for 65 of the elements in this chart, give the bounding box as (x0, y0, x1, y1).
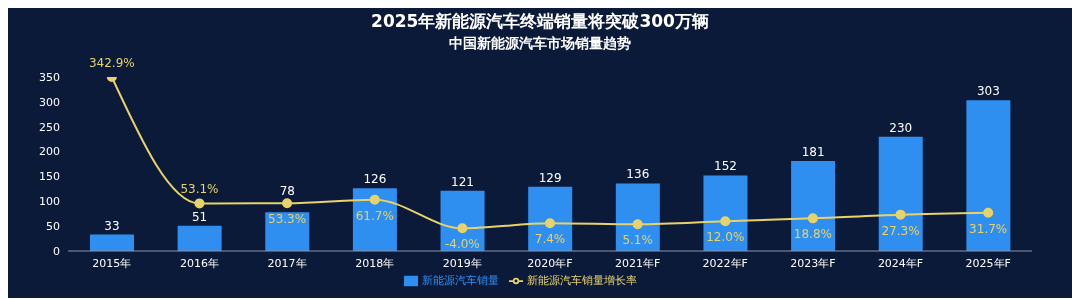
bar (177, 225, 222, 251)
y-tick-label: 100 (39, 195, 60, 209)
data-label: 126 (363, 172, 387, 187)
data-label: 121 (451, 174, 474, 189)
y-tick-label: 300 (39, 95, 60, 109)
point (194, 198, 205, 209)
y-tick-label: 350 (39, 70, 60, 84)
bar (966, 100, 1011, 251)
x-tick-label: 2025年F (965, 256, 1011, 270)
data-label: 12.0% (706, 230, 745, 245)
x-tick-label: 2020年F (527, 256, 573, 270)
bar (440, 190, 485, 251)
bar (528, 186, 573, 251)
data-label: 53.1% (180, 182, 219, 197)
legend-label: 新能源汽车销量 (421, 274, 499, 287)
bar (615, 183, 660, 251)
data-label: 53.3% (268, 212, 307, 227)
bar (703, 175, 748, 251)
y-tick-label: 0 (53, 244, 60, 258)
point (632, 219, 643, 230)
point (720, 216, 731, 227)
bar (791, 161, 836, 251)
data-label: 18.8% (793, 227, 832, 242)
x-tick-label: 2021年F (614, 256, 661, 270)
data-label: 27.3% (881, 223, 920, 238)
y-tick-label: 200 (39, 145, 60, 159)
data-label: 31.7% (969, 221, 1008, 236)
x-tick-label: 2022年F (702, 256, 748, 270)
data-label: 129 (538, 170, 562, 185)
point (545, 218, 555, 229)
data-label: -4.0% (444, 237, 480, 252)
data-label: 152 (714, 159, 737, 174)
y-tick-label: 150 (39, 170, 60, 184)
x-tick-label: 2016年 (179, 256, 219, 270)
data-label: 51 (192, 209, 208, 224)
x-tick-label: 2017年 (267, 256, 307, 270)
data-label: 303 (976, 84, 1000, 99)
point (983, 207, 994, 218)
y-tick-label: 250 (39, 120, 60, 134)
data-label: 230 (889, 120, 913, 135)
data-label: 136 (626, 167, 650, 182)
y-tick-label: 50 (46, 220, 60, 234)
data-label: 33 (104, 218, 120, 233)
data-label: 7.4% (534, 232, 566, 247)
chart-title: 2025年新能源汽车终端销量将突破300万辆 (370, 10, 710, 33)
point (895, 209, 906, 220)
x-tick-label: 2023年F (790, 256, 836, 270)
bar (352, 188, 397, 251)
bar (878, 136, 923, 251)
point (282, 198, 293, 209)
point (807, 213, 818, 224)
data-label: 181 (801, 145, 825, 160)
bar (90, 234, 134, 251)
data-label: 5.1% (622, 233, 653, 248)
x-tick-label: 2015年 (92, 256, 132, 270)
point (457, 223, 468, 234)
point (369, 194, 380, 205)
x-tick-label: 2024年F (877, 256, 924, 270)
chart-subtitle: 中国新能源汽车市场销量趋势 (448, 35, 632, 53)
data-label: 342.9% (88, 56, 135, 70)
data-label: 78 (279, 184, 295, 199)
x-tick-label: 2019年 (442, 256, 482, 270)
data-label: 61.7% (355, 208, 394, 223)
legend-label: 新能源汽车销量增长率 (526, 274, 637, 287)
x-tick-label: 2018年 (355, 256, 395, 270)
